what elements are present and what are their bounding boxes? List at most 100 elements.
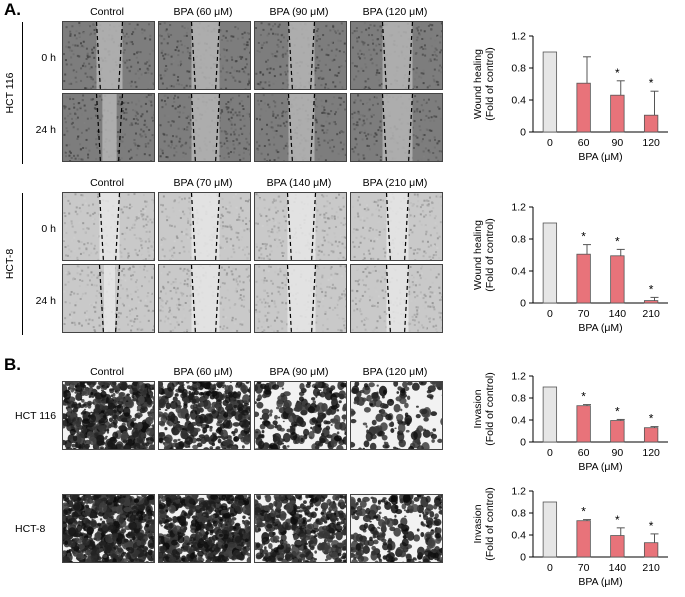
chart-ylabel-line1: Invasion — [472, 504, 484, 543]
chart-bar — [610, 420, 625, 443]
chart-bar — [542, 222, 558, 304]
chart-significance-star: * — [649, 76, 654, 90]
chart-significance-star: * — [649, 519, 654, 533]
chart-svg: Invasion (Fold of control) 0 0.4 0.8 1.2 0 * 60 *… — [472, 371, 668, 473]
a2-col-header-bpa210: BPA (210 μM) — [362, 177, 428, 189]
chart-ytick-label: 0.8 — [511, 508, 526, 520]
chart-significance-star: * — [615, 513, 620, 527]
a2-image-24h-2 — [254, 264, 347, 333]
chart-xlabel: BPA (μM) — [578, 151, 622, 163]
a1-col-header-bpa120: BPA (120 μM) — [362, 6, 428, 18]
b-col-header-bpa120: BPA (120 μM) — [362, 366, 428, 378]
chart-ytick-label: 0.8 — [511, 234, 526, 246]
chart-bar — [542, 386, 558, 443]
chart-xtick-label: 70 — [578, 562, 590, 574]
b-image-hct8-2 — [254, 494, 347, 563]
a2-col-header-bpa70: BPA (70 μM) — [173, 177, 233, 189]
chart-ylabel-line1: Wound healing — [472, 49, 484, 119]
b-col-header-control: Control — [90, 366, 124, 378]
chart-significance-star: * — [649, 282, 654, 296]
chart-xtick-label: 60 — [578, 137, 590, 149]
a2-image-24h-0 — [62, 264, 155, 333]
b-row-hct8: HCT-8 — [15, 523, 46, 535]
chart-wound-hct8: Wound healing (Fold of control) 0 0.4 0.8 1.2… — [455, 193, 680, 343]
chart-ylabel-line2: (Fold of control) — [484, 487, 496, 561]
chart-bar — [542, 501, 558, 558]
chart-bar — [576, 82, 591, 133]
chart-xtick-label: 210 — [642, 308, 660, 320]
chart-ytick-label: 0.4 — [511, 530, 526, 542]
chart-bar — [576, 520, 591, 558]
chart-bar — [643, 542, 659, 558]
a2-col-header-control: Control — [90, 177, 124, 189]
chart-bar — [610, 535, 625, 558]
a2-image-0h-1 — [158, 192, 251, 261]
b-col-header-bpa90: BPA (90 μM) — [269, 366, 329, 378]
chart-ytick-label: 0.4 — [511, 266, 526, 278]
a1-row-24h: 24 h — [35, 124, 56, 136]
a2-image-24h-3 — [350, 264, 443, 333]
chart-xtick-label: 0 — [547, 447, 553, 459]
chart-significance-star: * — [615, 404, 620, 418]
b-image-hct116-3 — [350, 381, 443, 450]
a1-image-24h-0 — [62, 93, 155, 162]
chart-xtick-label: 0 — [547, 562, 553, 574]
chart-svg: Wound healing (Fold of control) 0 0.4 0.8 1.2… — [472, 202, 668, 334]
a1-image-24h-3 — [350, 93, 443, 162]
b-image-hct116-1 — [158, 381, 251, 450]
b-image-hct8-0 — [62, 494, 155, 563]
chart-ylabel-line1: Invasion — [472, 389, 484, 428]
a2-col-header-bpa140: BPA (140 μM) — [266, 177, 332, 189]
chart-ytick-label: 1.2 — [511, 202, 526, 214]
chart-bar — [643, 300, 659, 304]
chart-ylabel-line1: Wound healing — [472, 220, 484, 290]
chart-ytick-label: 0.8 — [511, 63, 526, 75]
chart-bar — [576, 253, 591, 304]
chart-xtick-label: 70 — [578, 308, 590, 320]
b-row-hct116: HCT 116 — [15, 410, 57, 422]
a1-image-0h-0 — [62, 21, 155, 90]
a2-image-0h-2 — [254, 192, 347, 261]
chart-xlabel: BPA (μM) — [578, 461, 622, 473]
chart-xtick-label: 210 — [642, 562, 660, 574]
a1-col-header-bpa60: BPA (60 μM) — [173, 6, 233, 18]
chart-ytick-label: 0 — [520, 127, 526, 139]
chart-ytick-label: 0 — [520, 298, 526, 310]
chart-xtick-label: 90 — [612, 447, 624, 459]
a2-row-24h: 24 h — [35, 295, 56, 307]
chart-xtick-label: 0 — [547, 308, 553, 320]
a2-bracket — [22, 193, 23, 335]
a1-image-24h-1 — [158, 93, 251, 162]
chart-significance-star: * — [649, 412, 654, 426]
chart-svg: Invasion (Fold of control) 0 0.4 0.8 1.2 0 * 70 *… — [472, 486, 668, 588]
chart-ytick-label: 0.8 — [511, 393, 526, 405]
b-image-hct116-2 — [254, 381, 347, 450]
chart-xlabel: BPA (μM) — [578, 576, 622, 588]
chart-xtick-label: 90 — [612, 137, 624, 149]
chart-wound-hct116: Wound healing (Fold of control) 0 0.4 0.8 1.2… — [455, 22, 680, 172]
chart-invasion-hct116: Invasion (Fold of control) 0 0.4 0.8 1.2 0 * 60 *… — [455, 362, 680, 482]
a2-image-0h-3 — [350, 192, 443, 261]
b-image-hct8-1 — [158, 494, 251, 563]
chart-ylabel-line2: (Fold of control) — [484, 218, 496, 292]
chart-significance-star: * — [615, 234, 620, 248]
chart-significance-star: * — [615, 66, 620, 80]
chart-ytick-label: 1.2 — [511, 31, 526, 43]
a1-image-0h-3 — [350, 21, 443, 90]
chart-bar — [576, 405, 591, 443]
chart-ytick-label: 0 — [520, 437, 526, 449]
a1-cell-line-label: HCT 116 — [4, 72, 16, 114]
a2-cell-line-label: HCT-8 — [4, 248, 16, 280]
chart-significance-star: * — [581, 390, 586, 404]
a1-image-0h-1 — [158, 21, 251, 90]
panel-b-letter: B. — [4, 355, 21, 374]
chart-xtick-label: 120 — [642, 447, 660, 459]
chart-bar — [610, 255, 625, 304]
b-col-header-bpa60: BPA (60 μM) — [173, 366, 233, 378]
a1-col-header-control: Control — [90, 6, 124, 18]
a1-col-header-bpa90: BPA (90 μM) — [269, 6, 329, 18]
a1-image-24h-2 — [254, 93, 347, 162]
chart-bar — [610, 94, 625, 133]
a1-image-0h-2 — [254, 21, 347, 90]
chart-xtick-label: 60 — [578, 447, 590, 459]
